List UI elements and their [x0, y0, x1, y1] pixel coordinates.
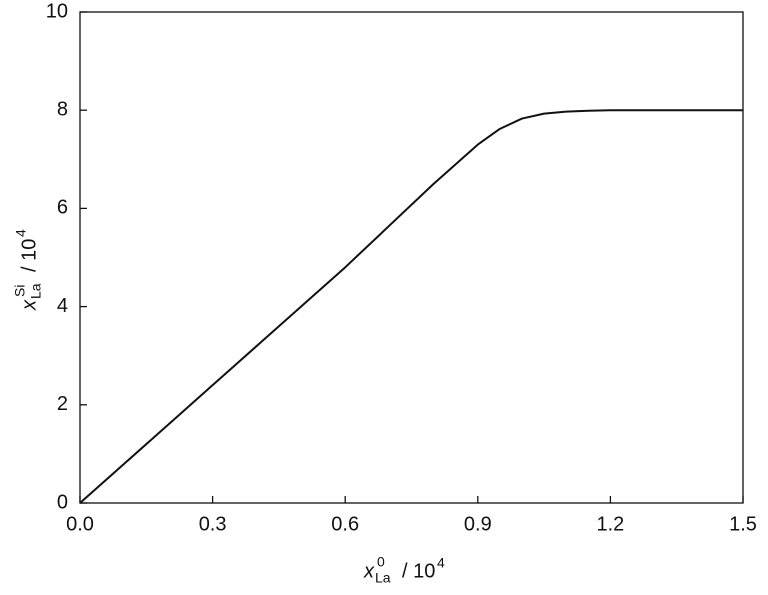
y-label-unit-exponent: 4: [13, 229, 29, 237]
y-tick-label: 4: [57, 295, 68, 317]
x-tick-label: 0.9: [464, 513, 492, 535]
y-tick-label: 10: [46, 0, 68, 22]
y-tick-label: 6: [57, 197, 68, 219]
x-label-subscript: La: [375, 570, 391, 586]
x-tick-label: 0.0: [66, 513, 94, 535]
plot-frame: [79, 11, 744, 504]
y-label-superscript: Si: [12, 285, 28, 297]
x-label-unit-exponent: 4: [437, 555, 445, 571]
x-axis-label: x 0 La / 10 4: [363, 554, 445, 586]
x-label-symbol: x: [363, 560, 375, 582]
y-axis-label: x Si La / 10 4: [12, 229, 44, 311]
x-tick-label: 1.2: [596, 513, 624, 535]
data-line: [79, 109, 743, 504]
y-tick-label: 0: [57, 491, 68, 513]
x-tick-label: 0.6: [331, 513, 359, 535]
x-tick-label: 0.3: [199, 513, 227, 535]
y-tick-label: 2: [57, 393, 68, 415]
x-label-superscript: 0: [377, 554, 385, 570]
y-label-symbol: x: [18, 299, 40, 311]
y-label-subscript: La: [28, 283, 44, 299]
y-label-unit: / 10: [18, 239, 40, 272]
x-tick-label: 1.5: [729, 513, 757, 535]
x-label-unit: / 10: [402, 560, 435, 582]
y-tick-label: 8: [57, 98, 68, 120]
